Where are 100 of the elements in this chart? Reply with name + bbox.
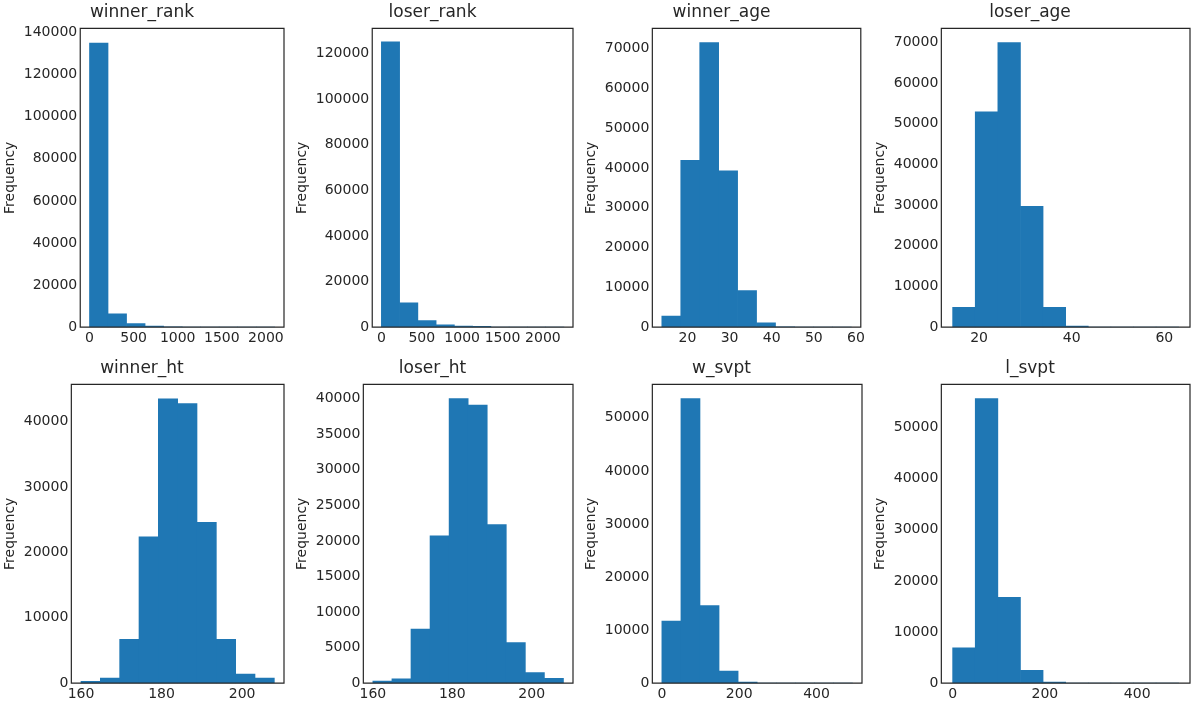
y-tick-label: 80000: [32, 149, 78, 166]
chart-title: loser_ht: [398, 356, 467, 378]
x-tick-label: 20: [678, 329, 697, 346]
x-tick-label: 60: [1155, 329, 1174, 346]
y-tick-label: 70000: [893, 32, 939, 49]
y-tick-label: 60000: [893, 73, 939, 90]
y-tick-label: 40000: [893, 469, 939, 486]
y-tick-label: 10000: [893, 622, 939, 639]
chart-title: l_svpt: [1005, 356, 1056, 378]
x-tick-label: 160: [67, 685, 95, 702]
y-tick-label: 40000: [604, 158, 650, 175]
y-tick-label: 0: [68, 317, 78, 334]
y-tick-label: 40000: [604, 461, 650, 478]
y-tick-label: 80000: [324, 135, 370, 152]
y-tick-label: 50000: [893, 418, 939, 435]
x-tick-label: 500: [408, 329, 436, 346]
x-tick-label: 0: [657, 685, 667, 702]
y-tick-label: 10000: [893, 277, 939, 294]
y-axis-title: Frequency: [1, 141, 18, 214]
x-tick-label: 1500: [484, 329, 521, 346]
y-tick-label: 100000: [23, 107, 78, 124]
x-tick-label: 0: [948, 685, 958, 702]
y-axis-title: Frequency: [582, 497, 599, 570]
y-tick-label: 140000: [23, 23, 78, 40]
y-tick-label: 60000: [604, 78, 650, 95]
y-tick-label: 40000: [324, 226, 370, 243]
x-tick-label: 1000: [159, 329, 196, 346]
y-tick-label: 20000: [23, 543, 69, 560]
x-tick-label: 200: [518, 685, 546, 702]
y-tick-label: 30000: [315, 460, 361, 477]
y-tick-label: 0: [640, 673, 650, 690]
y-tick-label: 10000: [23, 608, 69, 625]
y-axis-title: Frequency: [582, 141, 599, 214]
x-tick-label: 0: [85, 329, 94, 346]
y-tick-label: 0: [351, 673, 361, 690]
chart-title: winner_ht: [100, 356, 185, 378]
y-tick-label: 10000: [604, 278, 650, 295]
chart-title: winner_rank: [89, 0, 195, 22]
y-tick-label: 60000: [32, 191, 78, 208]
y-tick-label: 0: [59, 673, 69, 690]
y-tick-label: 120000: [23, 65, 78, 82]
x-tick-label: 50: [804, 329, 823, 346]
x-tick-label: 400: [1123, 685, 1151, 702]
y-tick-label: 20000: [893, 236, 939, 253]
y-axis-title: Frequency: [1, 497, 18, 570]
y-tick-label: 10000: [604, 620, 650, 637]
x-tick-label: 20: [970, 329, 988, 346]
y-tick-label: 20000: [315, 531, 361, 548]
y-tick-label: 35000: [315, 424, 361, 441]
y-tick-label: 40000: [315, 389, 361, 406]
y-tick-label: 20000: [324, 272, 370, 289]
x-tick-label: 1000: [444, 329, 480, 346]
chart-title: loser_age: [989, 0, 1071, 22]
y-tick-label: 0: [929, 317, 939, 334]
y-tick-label: 30000: [893, 195, 939, 212]
y-axis-title: Frequency: [871, 141, 888, 214]
y-tick-label: 0: [640, 317, 650, 334]
y-tick-label: 15000: [315, 567, 361, 584]
y-tick-label: 100000: [315, 89, 370, 106]
x-tick-label: 160: [359, 685, 387, 702]
y-tick-label: 20000: [604, 238, 650, 255]
y-tick-label: 30000: [604, 514, 650, 531]
y-tick-label: 10000: [315, 602, 361, 619]
x-tick-label: 2000: [248, 329, 284, 346]
y-tick-label: 20000: [32, 275, 78, 292]
x-tick-label: 40: [762, 329, 781, 346]
y-tick-label: 50000: [604, 118, 650, 135]
y-tick-label: 40000: [23, 412, 69, 429]
x-tick-label: 180: [438, 685, 466, 702]
x-tick-label: 180: [148, 685, 175, 702]
y-tick-label: 40000: [893, 155, 939, 172]
y-tick-label: 50000: [604, 408, 650, 425]
y-tick-label: 40000: [32, 233, 78, 250]
y-tick-label: 0: [929, 673, 939, 690]
x-tick-label: 2000: [525, 329, 561, 346]
y-tick-label: 5000: [324, 638, 361, 655]
y-tick-label: 25000: [315, 495, 361, 512]
x-tick-label: 400: [803, 685, 830, 702]
x-tick-label: 200: [725, 685, 753, 702]
x-tick-label: 200: [228, 685, 256, 702]
y-tick-label: 30000: [604, 198, 650, 215]
y-axis-title: Frequency: [293, 497, 310, 570]
x-tick-label: 1500: [203, 329, 240, 346]
x-tick-label: 40: [1062, 329, 1081, 346]
y-tick-label: 20000: [893, 571, 939, 588]
chart-title: winner_age: [672, 0, 771, 22]
y-tick-label: 120000: [315, 43, 370, 60]
y-tick-label: 30000: [893, 520, 939, 537]
y-axis-title: Frequency: [293, 141, 310, 214]
x-tick-label: 0: [376, 329, 386, 346]
y-axis-title: Frequency: [871, 497, 888, 570]
chart-title: loser_rank: [388, 0, 477, 22]
x-tick-label: 500: [120, 329, 147, 346]
y-tick-label: 20000: [604, 567, 650, 584]
chart-title: w_svpt: [692, 356, 752, 378]
y-tick-label: 50000: [893, 114, 939, 131]
x-tick-label: 200: [1031, 685, 1059, 702]
y-tick-label: 60000: [324, 180, 370, 197]
x-tick-label: 30: [720, 329, 739, 346]
y-tick-label: 70000: [604, 39, 650, 56]
